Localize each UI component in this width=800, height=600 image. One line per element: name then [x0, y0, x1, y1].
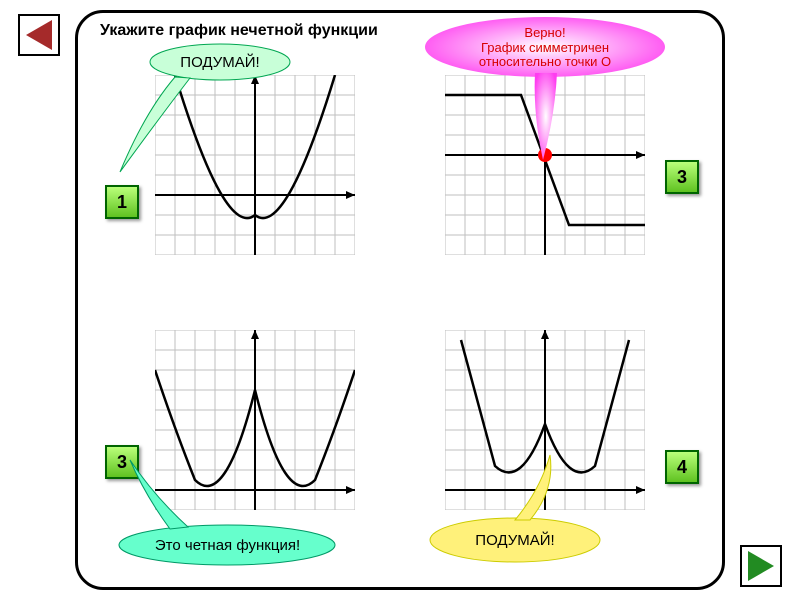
question-title: Укажите график нечетной функции — [100, 22, 378, 40]
callout-text: Это четная функция! — [155, 537, 300, 554]
answer-label: 4 — [677, 457, 687, 478]
answer-label: 3 — [117, 452, 127, 473]
prev-slide-button[interactable] — [18, 14, 60, 56]
correct-line3: относительно точки О — [479, 55, 611, 70]
next-slide-button[interactable] — [740, 545, 782, 587]
callout-think-1: ПОДУМАЙ! — [135, 42, 305, 90]
callout-think-2: ПОДУМАЙ! — [420, 510, 610, 570]
answer-label: 1 — [117, 192, 127, 213]
correct-line1: Верно! — [479, 26, 611, 41]
plot-3 — [155, 330, 355, 510]
callout-text: ПОДУМАЙ! — [180, 54, 259, 71]
plot-1 — [155, 75, 355, 255]
callout-even: Это четная функция! — [110, 515, 345, 570]
callout-text: ПОДУМАЙ! — [475, 532, 554, 549]
answer-button-4[interactable]: 4 — [665, 450, 699, 484]
answer-button-3[interactable]: 3 — [105, 445, 139, 479]
callout-correct: Верно! График симметричен относительно т… — [415, 15, 675, 85]
answer-button-1[interactable]: 1 — [105, 185, 139, 219]
correct-line2: График симметричен — [479, 41, 611, 56]
answer-button-2[interactable]: 3 — [665, 160, 699, 194]
answer-label: 3 — [677, 167, 687, 188]
